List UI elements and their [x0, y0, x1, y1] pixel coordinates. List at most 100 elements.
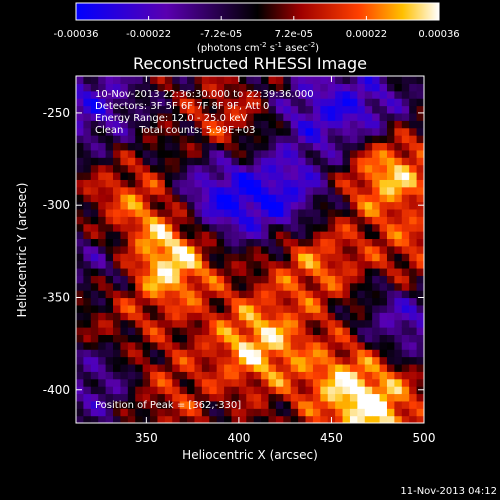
- heatmap-cell: [409, 363, 418, 372]
- heatmap-cell: [416, 260, 424, 269]
- heatmap-cell: [224, 231, 233, 240]
- heatmap-cell: [105, 112, 114, 121]
- heatmap-cell: [416, 238, 424, 247]
- heatmap-cell: [209, 371, 218, 380]
- heatmap-cell: [342, 90, 351, 99]
- heatmap-cell: [283, 201, 292, 210]
- heatmap-cell: [349, 400, 358, 409]
- heatmap-cell: [335, 393, 344, 402]
- heatmap-cell: [135, 105, 144, 114]
- heatmap-cell: [342, 245, 351, 254]
- heatmap-cell: [216, 83, 225, 92]
- heatmap-cell: [90, 112, 99, 121]
- heatmap-cell: [342, 297, 351, 306]
- heatmap-cell: [231, 356, 240, 365]
- heatmap-cell: [312, 260, 321, 269]
- heatmap-cell: [105, 415, 114, 423]
- heatmap-cell: [238, 135, 247, 144]
- heatmap-cell: [224, 149, 233, 158]
- heatmap-cell: [76, 356, 85, 365]
- heatmap-cell: [113, 319, 122, 328]
- y-tick-label: -250: [43, 106, 70, 120]
- heatmap-cell: [113, 135, 122, 144]
- heatmap-cell: [150, 327, 159, 336]
- heatmap-cell: [253, 282, 262, 291]
- heatmap-cell: [150, 171, 159, 180]
- heatmap-cell: [246, 349, 255, 358]
- heatmap-cell: [157, 216, 166, 225]
- heatmap-cell: [224, 378, 233, 387]
- heatmap-cell: [253, 400, 262, 409]
- heatmap-cell: [238, 157, 247, 166]
- heatmap-cell: [364, 386, 373, 395]
- heatmap-cell: [364, 327, 373, 336]
- heatmap-cell: [290, 238, 299, 247]
- heatmap-cell: [312, 282, 321, 291]
- heatmap-cell: [172, 371, 181, 380]
- heatmap-cell: [150, 312, 159, 321]
- heatmap-cell: [357, 120, 366, 129]
- heatmap-cell: [401, 90, 410, 99]
- heatmap-cell: [379, 349, 388, 358]
- heatmap-cell: [172, 157, 181, 166]
- heatmap-cell: [394, 201, 403, 210]
- heatmap-cell: [142, 105, 151, 114]
- heatmap-cell: [120, 164, 129, 173]
- heatmap-cell: [98, 223, 107, 232]
- heatmap-cell: [409, 157, 418, 166]
- heatmap-cell: [127, 231, 136, 240]
- heatmap-cell: [386, 408, 395, 417]
- heatmap-cell: [409, 253, 418, 262]
- heatmap-cell: [253, 393, 262, 402]
- heatmap-cell: [76, 327, 85, 336]
- heatmap-cell: [335, 334, 344, 343]
- heatmap-cell: [298, 238, 307, 247]
- heatmap-cell: [179, 282, 188, 291]
- heatmap-cell: [298, 267, 307, 276]
- heatmap-cell: [298, 245, 307, 254]
- heatmap-cell: [349, 334, 358, 343]
- heatmap-cell: [372, 83, 381, 92]
- heatmap-cell: [379, 415, 388, 423]
- heatmap-cell: [172, 290, 181, 299]
- heatmap-cell: [150, 194, 159, 203]
- heatmap-cell: [231, 208, 240, 217]
- heatmap-cell: [90, 327, 99, 336]
- heatmap-cell: [172, 415, 181, 423]
- heatmap-cell: [268, 282, 277, 291]
- heatmap-cell: [305, 297, 314, 306]
- heatmap-cell: [386, 149, 395, 158]
- heatmap-cell: [194, 304, 203, 313]
- heatmap-cell: [298, 90, 307, 99]
- heatmap-cell: [164, 149, 173, 158]
- heatmap-cell: [305, 312, 314, 321]
- heatmap-cell: [386, 275, 395, 284]
- heatmap-cell: [83, 194, 92, 203]
- heatmap-cell: [327, 216, 336, 225]
- heatmap-cell: [113, 90, 122, 99]
- heatmap-cell: [209, 378, 218, 387]
- heatmap-cell: [164, 171, 173, 180]
- heatmap-cell: [90, 267, 99, 276]
- heatmap-cell: [335, 194, 344, 203]
- heatmap-cell: [290, 349, 299, 358]
- heatmap-cell: [349, 201, 358, 210]
- heatmap-cell: [90, 356, 99, 365]
- heatmap-cell: [268, 275, 277, 284]
- heatmap-cell: [342, 334, 351, 343]
- heatmap-cell: [320, 223, 329, 232]
- heatmap-cell: [238, 201, 247, 210]
- heatmap-cell: [379, 319, 388, 328]
- heatmap-cell: [90, 290, 99, 299]
- heatmap-cell: [113, 83, 122, 92]
- heatmap-cell: [290, 171, 299, 180]
- heatmap-cell: [379, 297, 388, 306]
- heatmap-cell: [290, 304, 299, 313]
- heatmap-cell: [416, 90, 424, 99]
- heatmap-cell: [105, 201, 114, 210]
- heatmap-cell: [120, 216, 129, 225]
- heatmap-cell: [90, 164, 99, 173]
- heatmap-cell: [364, 157, 373, 166]
- heatmap-cell: [327, 378, 336, 387]
- heatmap-cell: [172, 135, 181, 144]
